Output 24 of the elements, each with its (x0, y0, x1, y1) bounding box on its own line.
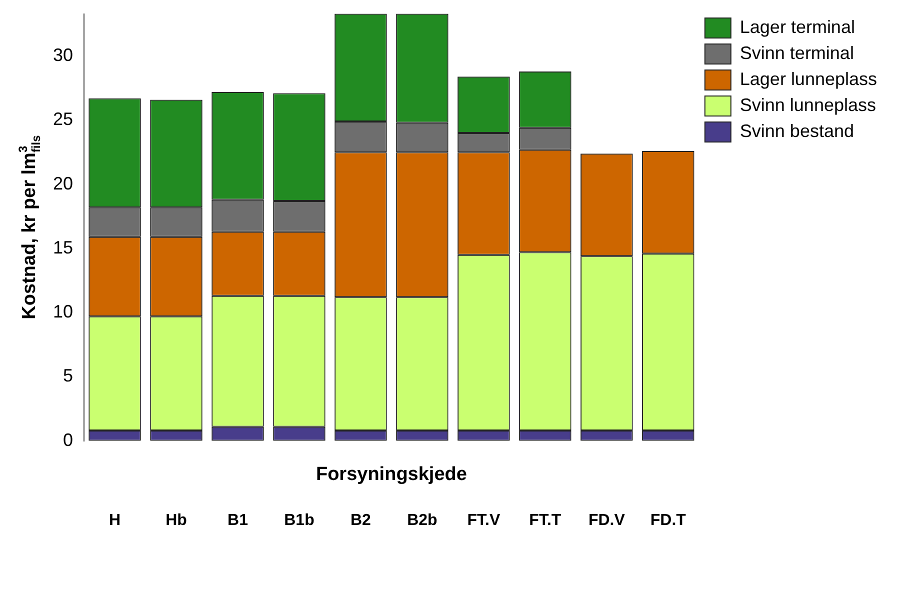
x-axis-title: Forsyningskjede (316, 464, 467, 486)
x-tick-label: FT.V (467, 512, 500, 529)
x-tick-label: B2b (407, 512, 438, 529)
legend-label: Lager terminal (740, 16, 855, 37)
legend-label: Lager lunneplass (740, 68, 878, 89)
x-tick-label: FD.T (650, 512, 686, 529)
y-tick-label: 5 (63, 366, 74, 386)
legend-label: Svinn bestand (740, 120, 854, 141)
x-tick-label: FT.T (529, 512, 562, 529)
y-tick-label: 10 (52, 302, 74, 322)
y-tick-label: 25 (52, 109, 74, 130)
x-tick-label: H (108, 512, 121, 529)
x-tick-label: B1 (228, 512, 248, 529)
y-tick-label: 20 (52, 173, 74, 194)
legend-label: Svinn terminal (740, 42, 854, 63)
x-tick-label: B1b (284, 512, 315, 529)
x-tick-label: FD.V (588, 512, 626, 529)
y-tick-label: 15 (52, 237, 74, 258)
x-tick-label: Hb (166, 512, 188, 529)
legend-label: Svinn lunneplass (740, 94, 876, 115)
y-axis-title: Kostnad, kr per lm3fils (16, 134, 43, 320)
y-tick-label: 30 (52, 45, 74, 66)
y-tick-label: 0 (63, 430, 74, 450)
x-tick-label: B2 (350, 512, 372, 529)
